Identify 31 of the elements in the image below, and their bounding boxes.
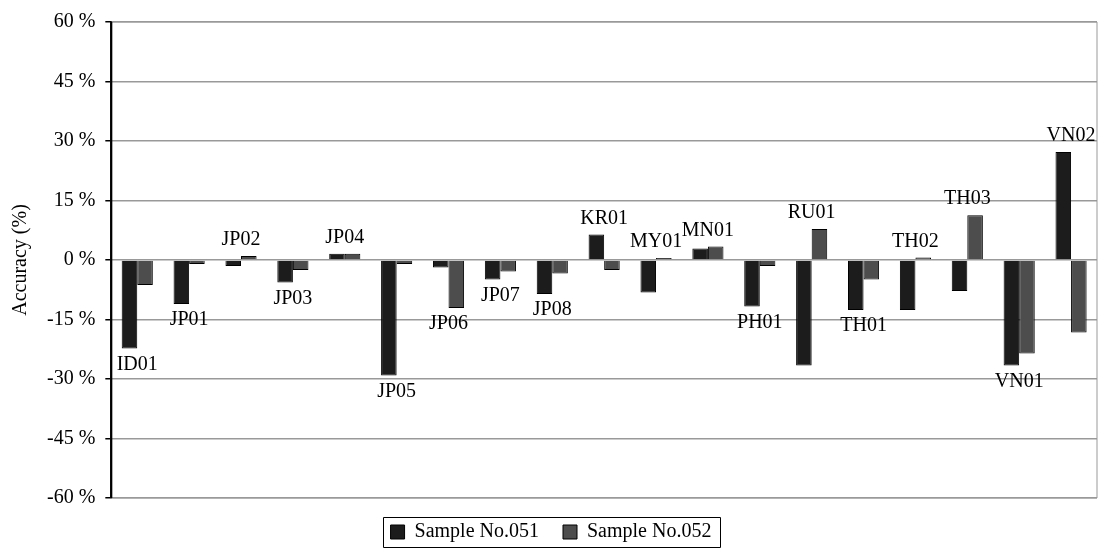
x-tick-label: JP01 — [169, 307, 209, 330]
y-tick-label: -60 % — [46, 485, 96, 508]
x-tick-label: JP06 — [429, 311, 468, 334]
x-tick-label: VN01 — [994, 368, 1044, 391]
y-tick-label: -15 % — [46, 306, 96, 329]
x-tick-label: RU01 — [787, 200, 836, 223]
x-tick-label: MN01 — [681, 217, 735, 240]
x-tick-label: TH01 — [840, 313, 887, 336]
y-tick-label: 15 % — [53, 187, 96, 210]
x-tick-label: JP07 — [480, 282, 520, 305]
x-tick-label: ID01 — [116, 351, 158, 374]
x-tick-label: MY01 — [629, 229, 683, 252]
y-tick-label: 30 % — [53, 128, 96, 151]
y-axis-title: Accuracy (%) — [8, 204, 32, 316]
x-tick-label: PH01 — [737, 309, 783, 332]
y-tick-label: -45 % — [46, 425, 96, 448]
y-tick-label: -30 % — [46, 366, 96, 389]
legend-label: Sample No.052 — [587, 519, 712, 543]
x-tick-label: JP04 — [325, 224, 365, 247]
y-tick-label: 45 % — [53, 68, 96, 91]
y-tick-label: 60 % — [53, 9, 96, 32]
x-tick-label: KR01 — [580, 205, 629, 228]
legend-label: Sample No.051 — [414, 519, 539, 543]
x-tick-label: JP03 — [273, 285, 313, 308]
x-tick-label: JP05 — [377, 378, 417, 401]
y-tick-label: 0 % — [63, 247, 96, 270]
x-tick-label: VN02 — [1046, 123, 1096, 146]
x-tick-label: TH02 — [892, 228, 939, 251]
x-tick-label: TH03 — [943, 186, 991, 209]
x-tick-label: JP02 — [221, 227, 261, 250]
x-tick-label: JP08 — [532, 297, 572, 320]
